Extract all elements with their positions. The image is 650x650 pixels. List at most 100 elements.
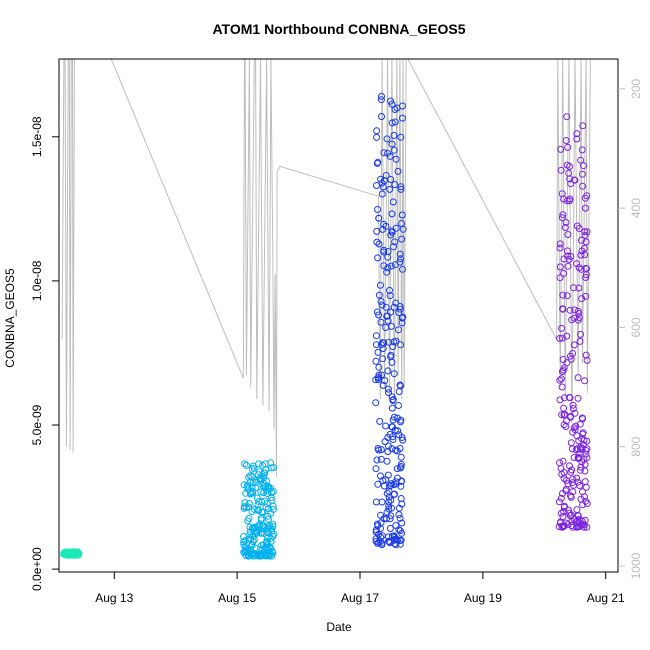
data-point: [386, 292, 394, 300]
data-point: [563, 247, 571, 255]
data-point: [382, 303, 390, 311]
data-point: [583, 228, 591, 236]
data-point: [254, 523, 262, 531]
data-point: [383, 268, 391, 276]
data-point: [388, 140, 396, 148]
data-point: [556, 396, 564, 404]
data-point: [558, 324, 566, 332]
data-point: [253, 494, 261, 502]
data-point: [258, 498, 266, 506]
data-point: [373, 227, 381, 235]
data-point: [387, 176, 395, 183]
data-point: [391, 106, 399, 113]
data-point: [66, 550, 74, 558]
data-point: [261, 469, 269, 477]
data-point: [577, 265, 585, 273]
data-point: [555, 523, 563, 531]
pressure-tick-label: 800: [629, 436, 643, 456]
data-point: [561, 410, 569, 418]
data-point: [577, 156, 585, 164]
data-point: [564, 231, 572, 238]
data-point: [568, 479, 576, 487]
data-point: [389, 198, 397, 206]
data-point: [246, 528, 254, 536]
data-point: [399, 225, 407, 233]
data-point: [571, 306, 579, 314]
data-point: [398, 529, 406, 537]
data-point: [377, 297, 385, 305]
pressure-tick-label: 1000: [629, 552, 643, 579]
data-point: [385, 498, 393, 506]
data-point: [559, 291, 567, 299]
x-axis-label: Date: [326, 620, 352, 634]
data-point: [391, 533, 398, 541]
data-point: [563, 113, 571, 121]
data-point: [396, 464, 404, 472]
data-point: [373, 182, 380, 189]
data-point: [382, 172, 390, 179]
data-point: [398, 211, 406, 219]
data-point: [576, 337, 584, 345]
data-point: [248, 542, 256, 549]
data-point: [391, 238, 399, 246]
data-point: [579, 182, 586, 190]
data-point: [580, 162, 588, 170]
data-point: [566, 163, 573, 170]
data-point: [566, 175, 574, 183]
data-point: [269, 520, 277, 528]
data-point: [397, 255, 404, 263]
data-point: [379, 355, 387, 363]
data-point: [380, 262, 388, 270]
data-point: [245, 514, 253, 522]
data-point: [397, 341, 405, 349]
data-point: [245, 503, 253, 511]
data-point: [575, 284, 583, 292]
data-point: [575, 450, 583, 458]
data-point: [578, 444, 586, 452]
data-point: [581, 478, 589, 486]
data-point: [379, 477, 387, 485]
data-point: [384, 367, 392, 375]
data-point: [570, 314, 578, 322]
data-point: [391, 118, 399, 126]
data-point: [575, 225, 583, 232]
data-point: [267, 534, 275, 542]
data-point: [379, 381, 387, 389]
data-point: [573, 130, 581, 138]
y-axis-label: CONBNA_GEOS5: [3, 268, 17, 368]
data-point: [397, 460, 405, 468]
data-point: [374, 348, 382, 356]
data-point: [388, 228, 396, 236]
data-point: [391, 426, 399, 434]
data-point: [372, 357, 380, 365]
data-point: [569, 401, 577, 409]
data-point: [567, 439, 575, 447]
data-point: [560, 421, 568, 429]
data-point: [267, 484, 275, 492]
data-point: [556, 459, 563, 467]
data-point: [566, 393, 573, 401]
data-point: [390, 491, 398, 498]
data-point: [240, 538, 248, 546]
data-point: [560, 469, 568, 476]
data-point: [399, 114, 406, 122]
data-point: [558, 523, 566, 531]
data-point: [389, 343, 397, 351]
data-point: [378, 301, 386, 309]
y-tick-label: 0.0e+00: [30, 547, 44, 591]
data-point: [388, 393, 396, 401]
data-point: [557, 166, 565, 174]
data-point: [580, 436, 588, 444]
data-point: [390, 132, 398, 139]
data-point: [560, 255, 568, 263]
series-0: [60, 548, 83, 559]
data-point: [375, 240, 383, 248]
data-point: [574, 374, 582, 382]
x-tick-label: Aug 19: [464, 591, 502, 605]
pressure-trace-layer: [61, 58, 591, 477]
data-point: [392, 522, 400, 529]
data-point: [580, 455, 588, 463]
data-point: [562, 519, 570, 527]
data-point: [577, 443, 584, 451]
data-point: [574, 307, 582, 315]
